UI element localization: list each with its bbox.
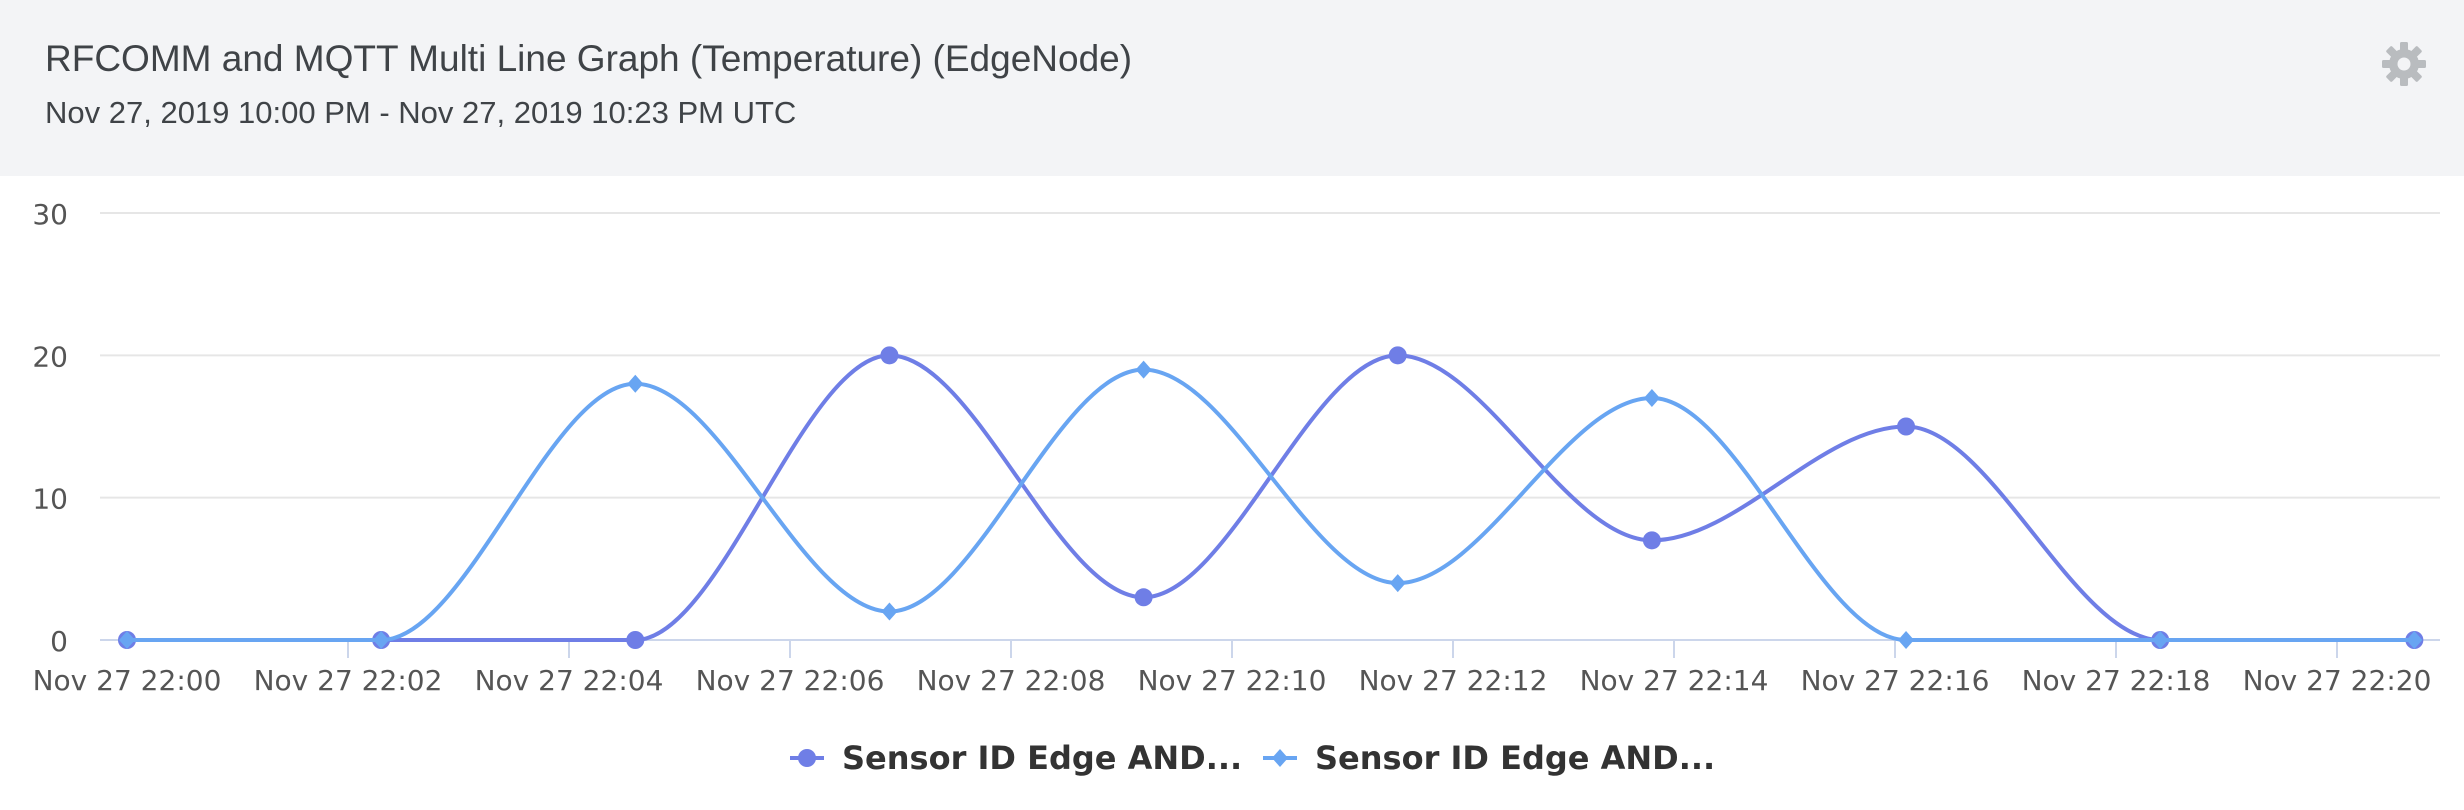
x-tick-label: Nov 27 22:14 bbox=[1580, 664, 1769, 697]
data-point-circle[interactable] bbox=[1388, 346, 1407, 365]
data-point-circle[interactable] bbox=[626, 631, 645, 649]
x-tick-label: Nov 27 22:10 bbox=[1138, 664, 1327, 697]
data-point-diamond[interactable] bbox=[881, 602, 898, 621]
series-1-line bbox=[126, 353, 2415, 643]
data-point-diamond[interactable] bbox=[1898, 631, 1915, 649]
data-point-diamond[interactable] bbox=[373, 631, 390, 649]
grid-lines bbox=[100, 212, 2440, 499]
x-tick-label: Nov 27 22:00 bbox=[33, 664, 222, 697]
series-2 bbox=[119, 360, 2423, 649]
y-tick-label: 10 bbox=[32, 483, 68, 516]
data-point-diamond[interactable] bbox=[119, 631, 135, 649]
x-tick-label: Nov 27 22:12 bbox=[1359, 664, 1548, 697]
x-tick-label: Nov 27 22:20 bbox=[2243, 664, 2432, 697]
data-point-circle[interactable] bbox=[1897, 417, 1916, 436]
legend-marker bbox=[798, 749, 816, 767]
legend-label: Sensor ID Edge AND... bbox=[842, 739, 1242, 777]
series-lines bbox=[118, 346, 2424, 649]
x-tick-label: Nov 27 22:08 bbox=[917, 664, 1106, 697]
y-axis: 0 10 20 30 bbox=[32, 198, 68, 658]
data-point-circle[interactable] bbox=[1642, 531, 1661, 550]
data-point-diamond[interactable] bbox=[2152, 631, 2169, 649]
chart-title: RFCOMM and MQTT Multi Line Graph (Temper… bbox=[45, 38, 1133, 79]
gear-icon[interactable] bbox=[2380, 40, 2428, 88]
data-point-circle[interactable] bbox=[1134, 588, 1153, 607]
data-point-circle[interactable] bbox=[880, 346, 899, 365]
x-tick-label: Nov 27 22:02 bbox=[254, 664, 443, 697]
data-point-diamond[interactable] bbox=[2406, 631, 2423, 649]
chart-header: RFCOMM and MQTT Multi Line Graph (Temper… bbox=[0, 0, 2464, 176]
data-point-diamond[interactable] bbox=[627, 374, 644, 393]
data-point-diamond[interactable] bbox=[1643, 389, 1660, 408]
y-tick-label: 0 bbox=[50, 625, 68, 658]
y-tick-label: 30 bbox=[32, 198, 68, 231]
data-point-diamond[interactable] bbox=[1135, 360, 1152, 379]
x-tick-label: Nov 27 22:04 bbox=[475, 664, 664, 697]
x-tick-label: Nov 27 22:16 bbox=[1801, 664, 1990, 697]
legend: Sensor ID Edge AND... Sensor ID Edge AND.… bbox=[790, 739, 1715, 777]
data-point-diamond[interactable] bbox=[1389, 574, 1406, 593]
x-axis: Nov 27 22:00 Nov 27 22:02 Nov 27 22:04 Nov … bbox=[33, 639, 2440, 697]
legend-label: Sensor ID Edge AND... bbox=[1315, 739, 1715, 777]
legend-item-1[interactable]: Sensor ID Edge AND... bbox=[790, 739, 1242, 777]
x-tick-label: Nov 27 22:18 bbox=[2022, 664, 2211, 697]
series-2-line bbox=[126, 367, 2415, 643]
y-tick-label: 20 bbox=[32, 340, 68, 373]
chart-date-range: Nov 27, 2019 10:00 PM - Nov 27, 2019 10:… bbox=[45, 95, 797, 130]
legend-marker bbox=[1272, 749, 1288, 767]
x-tick-label: Nov 27 22:06 bbox=[696, 664, 885, 697]
legend-item-2[interactable]: Sensor ID Edge AND... bbox=[1263, 739, 1715, 777]
